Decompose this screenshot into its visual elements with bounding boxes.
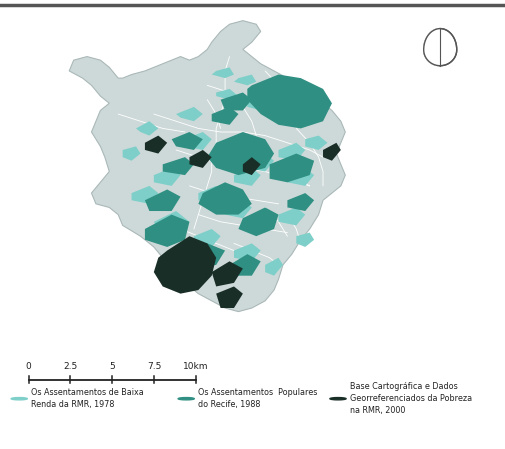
Polygon shape <box>225 200 251 218</box>
Polygon shape <box>287 168 314 186</box>
Polygon shape <box>278 143 305 161</box>
Polygon shape <box>247 75 331 128</box>
Polygon shape <box>216 143 242 161</box>
Polygon shape <box>216 286 242 308</box>
Polygon shape <box>211 67 233 78</box>
Polygon shape <box>144 215 189 247</box>
Polygon shape <box>233 243 260 261</box>
Polygon shape <box>242 157 260 175</box>
Polygon shape <box>189 150 211 168</box>
Polygon shape <box>233 168 260 186</box>
Polygon shape <box>176 107 203 121</box>
Text: Os Assentamentos  Populares
do Recife, 1988: Os Assentamentos Populares do Recife, 19… <box>198 388 317 409</box>
Polygon shape <box>220 92 251 110</box>
Polygon shape <box>211 261 242 286</box>
Polygon shape <box>247 154 274 172</box>
Text: 2.5: 2.5 <box>63 362 77 371</box>
Polygon shape <box>198 186 225 204</box>
Polygon shape <box>185 243 225 269</box>
Polygon shape <box>144 189 180 211</box>
Polygon shape <box>216 89 238 100</box>
Polygon shape <box>423 29 439 66</box>
Polygon shape <box>154 211 189 233</box>
Polygon shape <box>69 21 344 312</box>
Polygon shape <box>238 207 278 236</box>
Polygon shape <box>265 258 282 276</box>
Polygon shape <box>185 132 211 150</box>
Polygon shape <box>247 96 269 110</box>
Polygon shape <box>269 154 314 182</box>
Polygon shape <box>322 143 340 161</box>
Polygon shape <box>229 254 260 276</box>
Polygon shape <box>193 229 220 247</box>
Polygon shape <box>305 136 327 150</box>
Polygon shape <box>144 136 167 154</box>
Circle shape <box>11 397 27 400</box>
Text: 7.5: 7.5 <box>146 362 161 371</box>
Polygon shape <box>296 233 314 247</box>
Polygon shape <box>122 146 140 161</box>
Polygon shape <box>154 168 180 186</box>
Polygon shape <box>287 193 314 211</box>
Text: 5: 5 <box>109 362 115 371</box>
Text: Base Cartográfica e Dados
Georreferenciados da Pobreza
na RMR, 2000: Base Cartográfica e Dados Georreferencia… <box>349 383 471 415</box>
Polygon shape <box>154 236 216 294</box>
Circle shape <box>329 397 345 400</box>
Circle shape <box>178 397 194 400</box>
Polygon shape <box>211 107 238 125</box>
Polygon shape <box>278 207 305 225</box>
Polygon shape <box>136 121 158 136</box>
Polygon shape <box>207 132 274 175</box>
Polygon shape <box>198 182 251 215</box>
Polygon shape <box>171 132 203 150</box>
Polygon shape <box>233 75 256 85</box>
Polygon shape <box>163 157 193 175</box>
Text: 10km: 10km <box>183 362 208 371</box>
Polygon shape <box>131 186 158 204</box>
Text: Os Assentamentos de Baixa
Renda da RMR, 1978: Os Assentamentos de Baixa Renda da RMR, … <box>31 388 144 409</box>
Polygon shape <box>296 107 318 121</box>
Text: 0: 0 <box>26 362 31 371</box>
